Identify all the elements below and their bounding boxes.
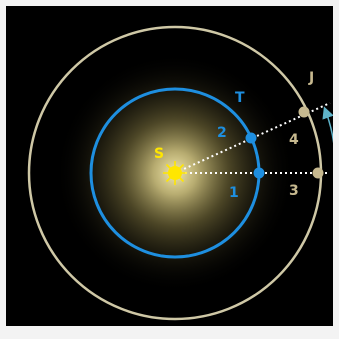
earth-position-2-label: 2 — [217, 125, 227, 141]
earth-position-1 — [253, 167, 265, 179]
jupiter-position-3-label: 3 — [289, 183, 299, 199]
earth-position-1-label: 1 — [229, 185, 239, 201]
jupiter-orbit-label: J — [308, 70, 314, 86]
earth-orbit-label: T — [235, 90, 245, 106]
sun-icon — [163, 161, 187, 185]
earth-position-2 — [245, 132, 257, 144]
jupiter-position-4-label: 4 — [289, 132, 299, 148]
jupiter-position-3 — [312, 167, 324, 179]
sun-label: S — [154, 146, 164, 162]
orbit-direction-arrow — [322, 106, 333, 144]
diagram-frame: S T J 1 2 3 4 — [6, 6, 333, 326]
orbit-diagram: S T J 1 2 3 4 — [6, 6, 333, 326]
jupiter-position-4 — [298, 106, 310, 118]
